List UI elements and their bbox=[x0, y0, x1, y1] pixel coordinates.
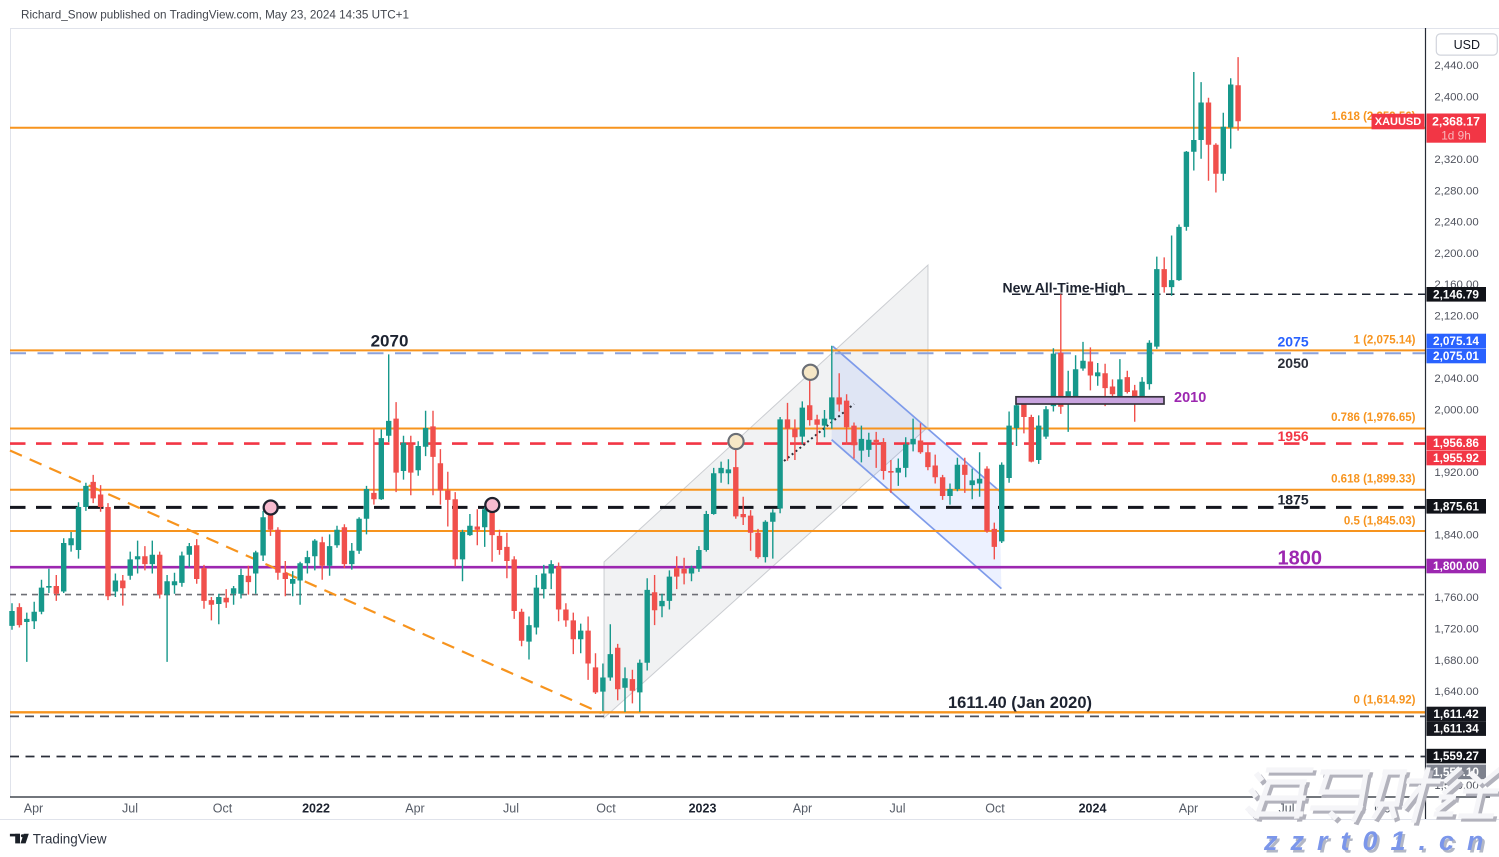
svg-text:1,920.00: 1,920.00 bbox=[1434, 467, 1478, 479]
svg-text:2023: 2023 bbox=[689, 802, 717, 816]
svg-text:2,146.79: 2,146.79 bbox=[1433, 287, 1479, 301]
svg-text:1,955.92: 1,955.92 bbox=[1433, 451, 1479, 465]
svg-text:1,611.34: 1,611.34 bbox=[1433, 722, 1479, 736]
svg-text:1,840.00: 1,840.00 bbox=[1434, 530, 1478, 542]
svg-text:Oct: Oct bbox=[213, 802, 233, 816]
svg-text:1875: 1875 bbox=[1278, 492, 1309, 508]
svg-text:Apr: Apr bbox=[793, 802, 812, 816]
svg-text:2050: 2050 bbox=[1278, 355, 1309, 371]
svg-text:0.786 (1,976.65): 0.786 (1,976.65) bbox=[1331, 412, 1416, 424]
svg-text:Jul: Jul bbox=[890, 802, 906, 816]
svg-text:2,400.00: 2,400.00 bbox=[1434, 91, 1478, 103]
svg-text:2,440.00: 2,440.00 bbox=[1434, 60, 1478, 72]
svg-text:2,075.14: 2,075.14 bbox=[1433, 334, 1479, 348]
svg-text:2,075.01: 2,075.01 bbox=[1433, 349, 1479, 363]
svg-text:2,200.00: 2,200.00 bbox=[1434, 248, 1478, 260]
svg-text:2,280.00: 2,280.00 bbox=[1434, 185, 1478, 197]
svg-text:XAUUSD: XAUUSD bbox=[1375, 116, 1422, 128]
svg-text:Jul: Jul bbox=[122, 802, 138, 816]
svg-text:1 (2,075.14): 1 (2,075.14) bbox=[1353, 335, 1415, 347]
svg-text:Jul: Jul bbox=[503, 802, 519, 816]
svg-text:2070: 2070 bbox=[371, 332, 409, 351]
svg-text:2075: 2075 bbox=[1278, 334, 1309, 350]
svg-text:1,559.27: 1,559.27 bbox=[1433, 749, 1479, 763]
svg-text:TradingView: TradingView bbox=[33, 831, 107, 846]
svg-text:1,680.00: 1,680.00 bbox=[1434, 655, 1478, 667]
svg-text:2022: 2022 bbox=[302, 802, 330, 816]
svg-text:zzrt01.cn: zzrt01.cn bbox=[1266, 829, 1499, 857]
svg-text:1,760.00: 1,760.00 bbox=[1434, 592, 1478, 604]
svg-text:2,000.00: 2,000.00 bbox=[1434, 404, 1478, 416]
svg-text:2,040.00: 2,040.00 bbox=[1434, 373, 1478, 385]
svg-text:zzrt01.cn: zzrt01.cn bbox=[1263, 826, 1497, 856]
svg-text:2,120.00: 2,120.00 bbox=[1434, 311, 1478, 323]
svg-text:2,368.17: 2,368.17 bbox=[1432, 114, 1480, 128]
svg-text:Oct: Oct bbox=[985, 802, 1005, 816]
svg-text:0.618 (1,899.33): 0.618 (1,899.33) bbox=[1331, 473, 1416, 485]
svg-text:1,720.00: 1,720.00 bbox=[1434, 624, 1478, 636]
svg-text:1,611.42: 1,611.42 bbox=[1433, 707, 1479, 721]
svg-text:Apr: Apr bbox=[405, 802, 424, 816]
svg-text:Oct: Oct bbox=[596, 802, 616, 816]
svg-text:1,956.86: 1,956.86 bbox=[1433, 436, 1479, 450]
svg-text:0.5 (1,845.03): 0.5 (1,845.03) bbox=[1344, 516, 1416, 528]
svg-text:2,240.00: 2,240.00 bbox=[1434, 217, 1478, 229]
svg-text:2024: 2024 bbox=[1079, 802, 1107, 816]
svg-text:1d 9h: 1d 9h bbox=[1441, 128, 1471, 142]
svg-text:2,320.00: 2,320.00 bbox=[1434, 154, 1478, 166]
svg-text:1,800.00: 1,800.00 bbox=[1433, 559, 1479, 573]
svg-text:Apr: Apr bbox=[24, 802, 43, 816]
svg-text:0 (1,614.92): 0 (1,614.92) bbox=[1353, 695, 1415, 707]
svg-text:1,875.61: 1,875.61 bbox=[1433, 499, 1479, 513]
svg-text:USD: USD bbox=[1454, 38, 1480, 52]
svg-text:Richard_Snow published on Trad: Richard_Snow published on TradingView.co… bbox=[21, 9, 409, 22]
svg-text:2010: 2010 bbox=[1174, 390, 1206, 406]
svg-text:1,640.00: 1,640.00 bbox=[1434, 686, 1478, 698]
svg-text:New All-Time-High: New All-Time-High bbox=[1003, 279, 1126, 295]
svg-text:1611.40 (Jan 2020): 1611.40 (Jan 2020) bbox=[948, 694, 1092, 712]
svg-text:1800: 1800 bbox=[1278, 548, 1323, 570]
svg-text:1956: 1956 bbox=[1278, 428, 1309, 444]
svg-text:Apr: Apr bbox=[1179, 802, 1198, 816]
